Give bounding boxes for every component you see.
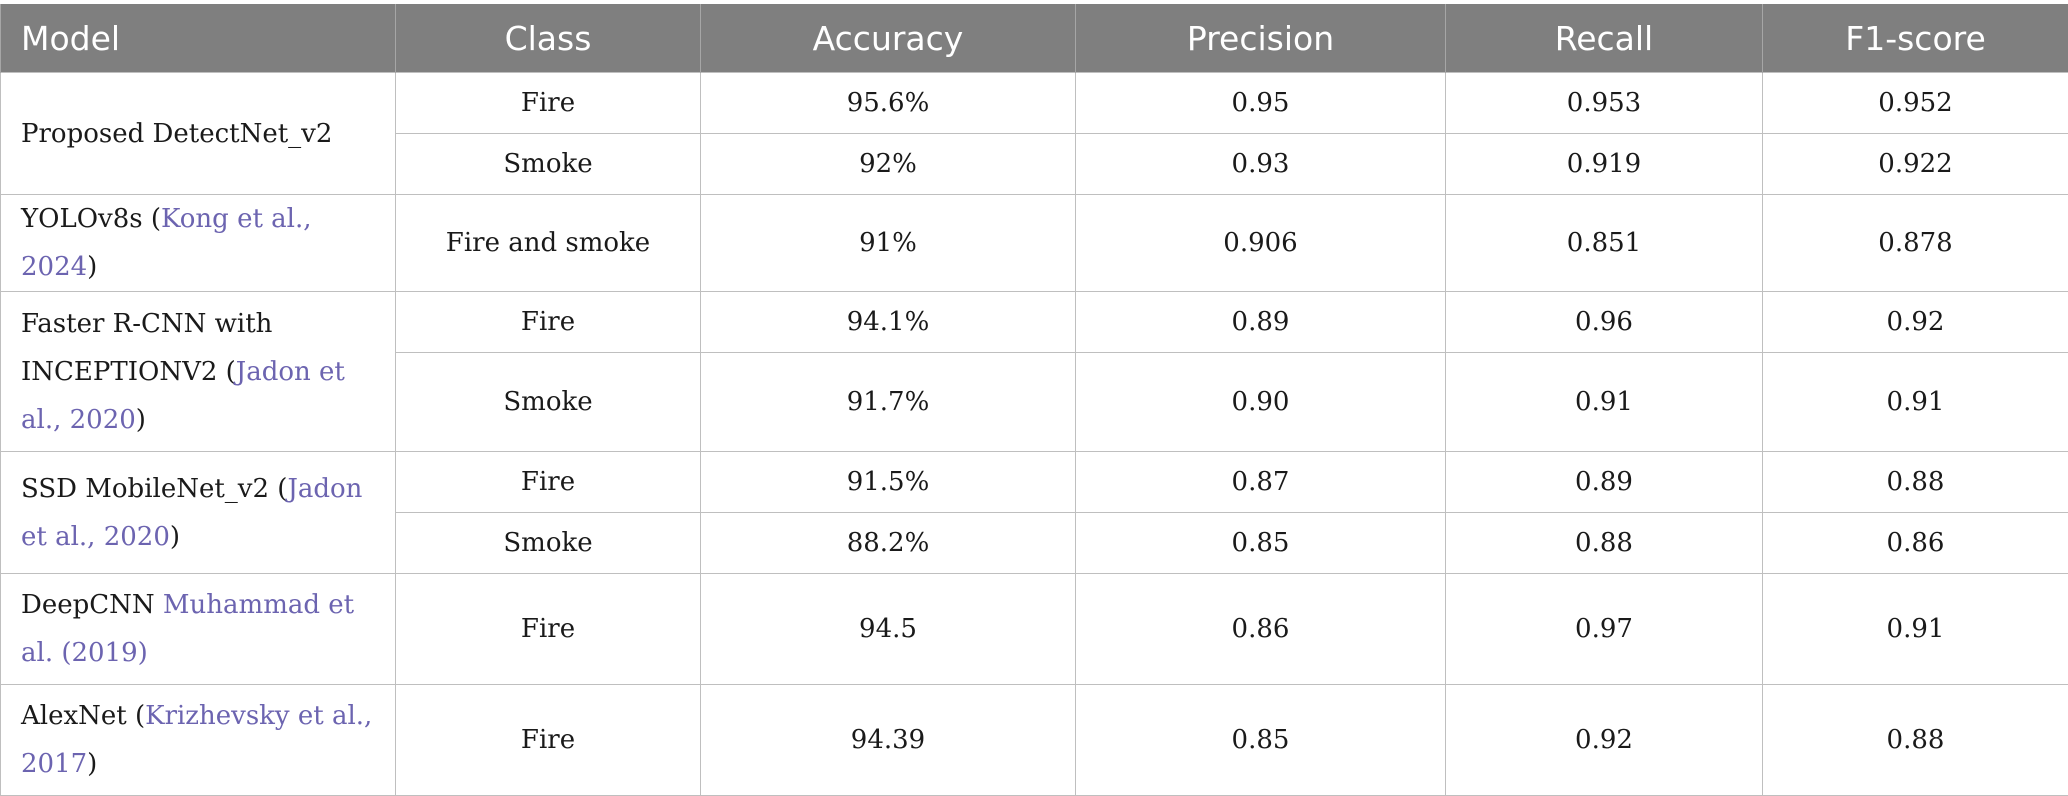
results-table: Model Class Accuracy Precision Recall F1… [0,4,2068,796]
class-cell: Fire [396,452,701,513]
class-cell: Fire [396,73,701,134]
f1-cell: 0.91 [1763,574,2068,685]
accuracy-cell: 91.7% [701,353,1076,452]
model-suffix: ) [87,252,97,282]
model-cell: YOLOv8s (Kong et al., 2024) [1,195,396,292]
recall-cell: 0.919 [1446,134,1763,195]
recall-cell: 0.97 [1446,574,1763,685]
precision-cell: 0.90 [1076,353,1446,452]
recall-cell: 0.88 [1446,513,1763,574]
precision-cell: 0.89 [1076,292,1446,353]
accuracy-cell: 95.6% [701,73,1076,134]
table-row: Faster R-CNN with INCEPTIONV2 (Jadon et … [1,292,2068,353]
table-row: YOLOv8s (Kong et al., 2024) Fire and smo… [1,195,2068,292]
class-cell: Fire and smoke [396,195,701,292]
model-name: DeepCNN [21,590,163,620]
precision-cell: 0.86 [1076,574,1446,685]
f1-cell: 0.86 [1763,513,2068,574]
table-row: Proposed DetectNet_v2 Fire 95.6% 0.95 0.… [1,73,2068,134]
header-f1-score: F1-score [1763,4,2068,73]
f1-cell: 0.91 [1763,353,2068,452]
table-row: SSD MobileNet_v2 (Jadon et al., 2020) Fi… [1,452,2068,513]
header-precision: Precision [1076,4,1446,73]
precision-cell: 0.85 [1076,685,1446,796]
model-name: SSD MobileNet_v2 ( [21,474,287,504]
model-suffix: ) [170,522,180,552]
precision-cell: 0.93 [1076,134,1446,195]
accuracy-cell: 92% [701,134,1076,195]
accuracy-cell: 94.5 [701,574,1076,685]
header-accuracy: Accuracy [701,4,1076,73]
accuracy-cell: 88.2% [701,513,1076,574]
model-suffix: ) [87,749,97,779]
table-row: DeepCNN Muhammad et al. (2019) Fire 94.5… [1,574,2068,685]
recall-cell: 0.92 [1446,685,1763,796]
class-cell: Smoke [396,513,701,574]
table-row: AlexNet (Krizhevsky et al., 2017) Fire 9… [1,685,2068,796]
f1-cell: 0.878 [1763,195,2068,292]
precision-cell: 0.906 [1076,195,1446,292]
model-name: Faster R-CNN with INCEPTIONV2 ( [21,309,272,387]
recall-cell: 0.89 [1446,452,1763,513]
f1-cell: 0.922 [1763,134,2068,195]
precision-cell: 0.87 [1076,452,1446,513]
class-cell: Smoke [396,134,701,195]
recall-cell: 0.96 [1446,292,1763,353]
recall-cell: 0.851 [1446,195,1763,292]
header-class: Class [396,4,701,73]
model-cell: AlexNet (Krizhevsky et al., 2017) [1,685,396,796]
model-name: YOLOv8s ( [21,204,161,234]
f1-cell: 0.92 [1763,292,2068,353]
header-model: Model [1,4,396,73]
header-recall: Recall [1446,4,1763,73]
recall-cell: 0.91 [1446,353,1763,452]
model-cell: SSD MobileNet_v2 (Jadon et al., 2020) [1,452,396,574]
precision-cell: 0.95 [1076,73,1446,134]
f1-cell: 0.88 [1763,685,2068,796]
class-cell: Fire [396,685,701,796]
recall-cell: 0.953 [1446,73,1763,134]
precision-cell: 0.85 [1076,513,1446,574]
model-name: Proposed DetectNet_v2 [21,119,332,149]
class-cell: Fire [396,574,701,685]
class-cell: Fire [396,292,701,353]
model-cell: DeepCNN Muhammad et al. (2019) [1,574,396,685]
accuracy-cell: 94.1% [701,292,1076,353]
accuracy-cell: 94.39 [701,685,1076,796]
model-name: AlexNet ( [21,701,145,731]
accuracy-cell: 91% [701,195,1076,292]
header-row: Model Class Accuracy Precision Recall F1… [1,4,2068,73]
accuracy-cell: 91.5% [701,452,1076,513]
model-suffix: ) [136,405,146,435]
f1-cell: 0.88 [1763,452,2068,513]
model-cell: Faster R-CNN with INCEPTIONV2 (Jadon et … [1,292,396,452]
model-cell: Proposed DetectNet_v2 [1,73,396,195]
f1-cell: 0.952 [1763,73,2068,134]
class-cell: Smoke [396,353,701,452]
